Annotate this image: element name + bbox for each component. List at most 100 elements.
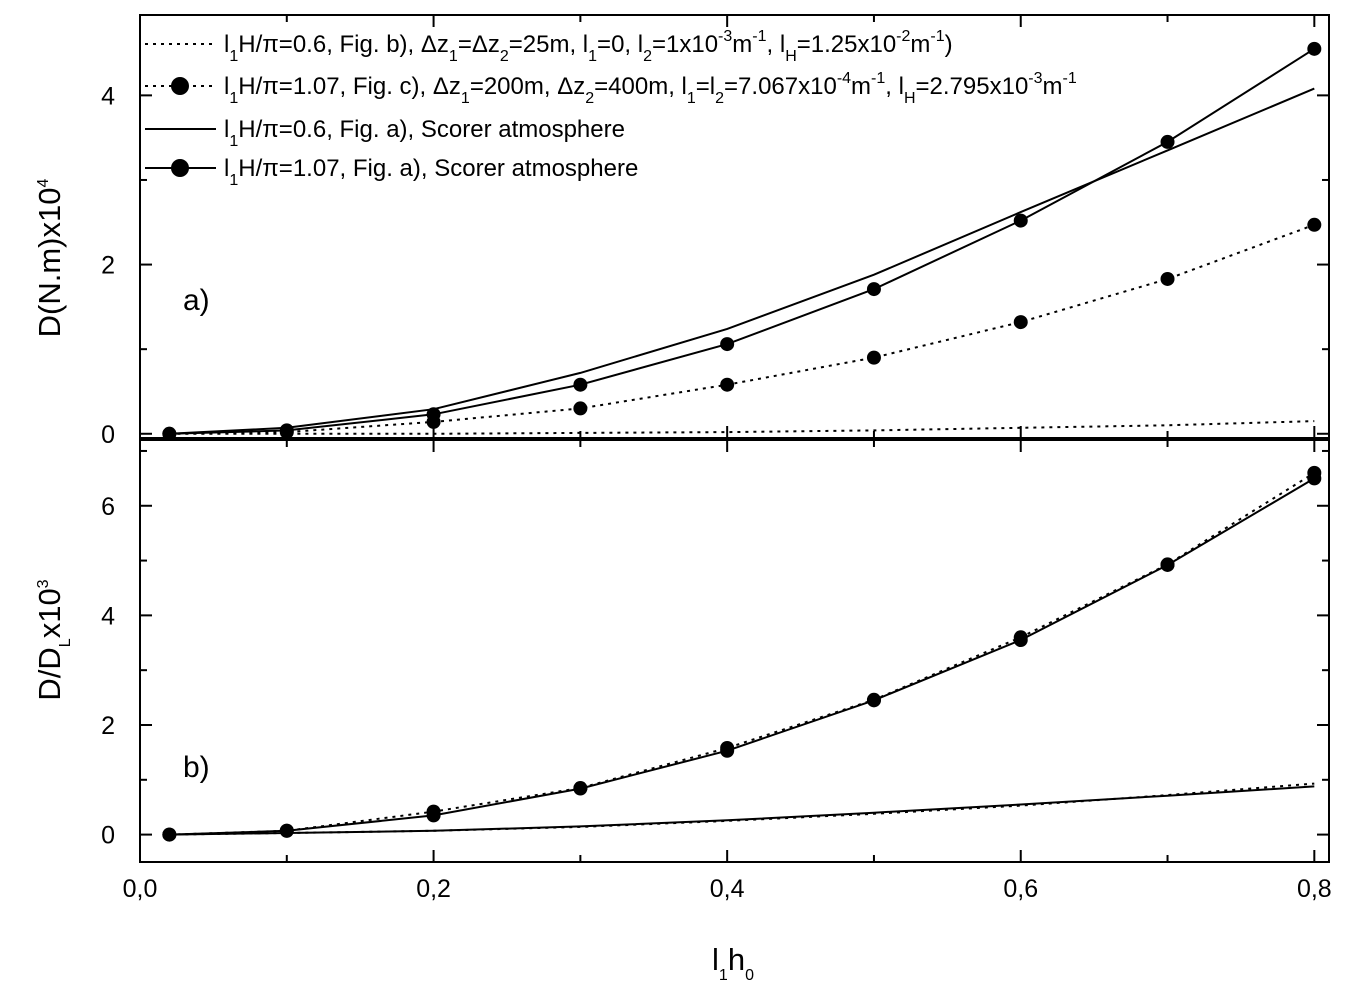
series-marker xyxy=(1307,217,1322,232)
y-axis-title-a: D(N.m)x104 xyxy=(32,179,67,338)
legend-label-part: -1 xyxy=(1063,70,1077,87)
legend-label-part: =2.795x10 xyxy=(916,73,1029,100)
panel-a-label: a) xyxy=(183,284,210,317)
series-marker xyxy=(426,808,441,823)
legend-label-part: 1 xyxy=(229,133,238,150)
series-line xyxy=(169,477,1315,836)
series-marker xyxy=(720,743,735,758)
y-tick-label: 4 xyxy=(101,82,115,110)
legend-label: l1H/π=1.07, Fig. a), Scorer atmosphere xyxy=(224,155,638,189)
legend-label-part: H xyxy=(785,48,797,65)
legend-label-part: 2 xyxy=(500,48,509,65)
legend-label-part: 2 xyxy=(643,48,652,65)
plot-frame xyxy=(139,439,1330,863)
series-marker xyxy=(279,423,294,438)
legend-label-part: =0, l xyxy=(597,31,643,58)
series-marker xyxy=(1013,633,1028,648)
series-marker xyxy=(573,377,588,392)
series-marker xyxy=(279,823,294,838)
series-marker xyxy=(162,426,177,441)
y-tick-label: 4 xyxy=(101,602,115,630)
legend-label-part: 1 xyxy=(229,48,238,65)
legend-label-part: -1 xyxy=(930,28,944,45)
legend-label-part: =7.067x10 xyxy=(724,73,837,100)
y-tick-label: 2 xyxy=(101,252,115,280)
legend-label-part: H/π=1.07, Fig. c), Δz xyxy=(238,73,461,100)
legend-marker xyxy=(171,159,189,177)
y-tick-label: 0 xyxy=(101,822,115,850)
legend-label-part: H/π=0.6, Fig. b), Δz xyxy=(238,31,449,58)
legend-label-part: m xyxy=(732,31,752,58)
legend-label-part: , l xyxy=(885,73,904,100)
legend-label-part: 1 xyxy=(229,172,238,189)
legend-label-part: =1x10 xyxy=(652,31,718,58)
series-line xyxy=(169,223,1315,435)
x-axis-title: l1h0 xyxy=(712,942,754,984)
series-marker xyxy=(573,401,588,416)
series-line xyxy=(169,47,1315,435)
panel-b: 0,0 0,2 0,4 0,6 0,8 0 2 4 6 xyxy=(101,439,1332,903)
series-line xyxy=(169,87,1315,435)
legend-label-part: -2 xyxy=(896,28,910,45)
series-marker xyxy=(1013,213,1028,228)
legend-label-part: 1 xyxy=(687,90,696,107)
series-marker xyxy=(866,282,881,297)
plot-frame xyxy=(139,14,1330,439)
x-tick-label: 0,8 xyxy=(1297,875,1332,903)
legend-label: l1H/π=0.6, Fig. b), Δz1=Δz2=25m, l1=0, l… xyxy=(224,28,953,65)
legend-label-part: l xyxy=(224,116,229,143)
series-marker xyxy=(1307,471,1322,486)
series-marker xyxy=(426,407,441,422)
legend-label: l1H/π=1.07, Fig. c), Δz1=200m, Δz2=400m,… xyxy=(224,70,1077,107)
series-marker xyxy=(720,377,735,392)
legend-label-part: , l xyxy=(767,31,786,58)
legend-label-part: l xyxy=(224,31,229,58)
legend-label-part: =200m, Δz xyxy=(470,73,585,100)
series-marker xyxy=(866,350,881,365)
legend-label-part: 1 xyxy=(461,90,470,107)
x-tick-label: 0,2 xyxy=(416,875,451,903)
legend-label-part: -1 xyxy=(871,70,885,87)
y-tick-label: 6 xyxy=(101,493,115,521)
series-marker xyxy=(1013,315,1028,330)
series-marker xyxy=(1307,41,1322,56)
legend-label-part: H/π=0.6, Fig. a), Scorer atmosphere xyxy=(238,116,625,143)
legend-label-part: m xyxy=(851,73,871,100)
legend-label-part: =Δz xyxy=(458,31,500,58)
legend-label-part: 1 xyxy=(229,90,238,107)
legend-label-part: =1.25x10 xyxy=(797,31,896,58)
y-axis-title-b: D/DLx103 xyxy=(32,579,74,700)
legend-label-part: H/π=1.07, Fig. a), Scorer atmosphere xyxy=(238,155,638,182)
legend: l1H/π=0.6, Fig. b), Δz1=Δz2=25m, l1=0, l… xyxy=(145,28,1077,189)
series-marker xyxy=(1160,557,1175,572)
legend-label-part: l xyxy=(224,155,229,182)
series-marker xyxy=(162,827,177,842)
y-tick-label: 2 xyxy=(101,712,115,740)
legend-label-part: 2 xyxy=(585,90,594,107)
legend-label-part: 1 xyxy=(588,48,597,65)
series-marker xyxy=(720,337,735,352)
series-marker xyxy=(1160,134,1175,149)
panel-a: 0 2 4 xyxy=(101,14,1330,449)
legend-label-part: -1 xyxy=(752,28,766,45)
legend-label-part: -3 xyxy=(718,28,732,45)
legend-label-part: -3 xyxy=(1028,70,1042,87)
legend-label-part: ) xyxy=(945,31,953,58)
series-line xyxy=(169,420,1315,435)
legend-label-part: 1 xyxy=(449,48,458,65)
legend-label-part: m xyxy=(910,31,930,58)
series-line xyxy=(169,785,1315,836)
legend-label-part: =l xyxy=(696,73,715,100)
x-tick-label: 0,0 xyxy=(123,875,158,903)
series-marker xyxy=(1160,271,1175,286)
legend-label-part: =400m, l xyxy=(594,73,687,100)
series-marker xyxy=(866,693,881,708)
legend-label-part: H xyxy=(904,90,916,107)
x-tick-label: 0,6 xyxy=(1003,875,1038,903)
legend-label-part: -4 xyxy=(837,70,851,87)
legend-label-part: =25m, l xyxy=(509,31,588,58)
series-line xyxy=(169,472,1315,836)
panel-b-label: b) xyxy=(183,751,210,784)
legend-label-part: 2 xyxy=(715,90,724,107)
